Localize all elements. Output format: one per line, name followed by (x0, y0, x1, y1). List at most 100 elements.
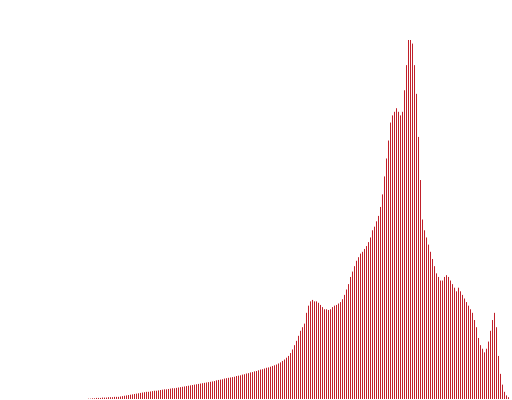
histogram-bar (302, 327, 303, 399)
histogram-bar (154, 390, 155, 399)
histogram-bar (214, 381, 215, 399)
histogram-bar (258, 370, 259, 399)
histogram-bar (274, 365, 275, 399)
histogram-bar (318, 302, 319, 399)
histogram-bar (200, 383, 201, 399)
histogram-bar (248, 373, 249, 399)
histogram-bar (404, 90, 405, 399)
histogram-bar (172, 388, 173, 399)
histogram-bar (396, 108, 397, 400)
histogram-bar (246, 373, 247, 399)
histogram-bar (96, 397, 97, 399)
histogram-bar (222, 379, 223, 399)
histogram-bar (114, 396, 115, 399)
histogram-bar (376, 221, 377, 399)
histogram-bar (394, 111, 395, 400)
histogram-bar (340, 302, 341, 399)
histogram-bar (374, 226, 375, 399)
histogram-bar (474, 320, 475, 399)
histogram-bar (472, 312, 473, 399)
histogram-bar (298, 335, 299, 399)
histogram-bar (494, 312, 495, 399)
histogram-bar (452, 284, 453, 399)
histogram-bar (312, 299, 313, 399)
histogram-bar (308, 305, 309, 399)
histogram-bar (112, 397, 113, 399)
histogram-bar (116, 396, 117, 399)
histogram-bar (268, 367, 269, 399)
histogram-bar (170, 388, 171, 399)
histogram-bar (496, 327, 497, 399)
histogram-bar (290, 353, 291, 399)
histogram-bar (272, 365, 273, 399)
histogram-bar (156, 390, 157, 399)
histogram-bar (480, 345, 481, 399)
histogram-bar (502, 384, 503, 399)
histogram-bar (202, 383, 203, 399)
histogram-bar (124, 395, 125, 399)
histogram-bar (382, 194, 383, 399)
histogram-bar (428, 244, 429, 399)
histogram-bar (408, 40, 409, 399)
histogram-bar (180, 387, 181, 399)
histogram-bar (326, 309, 327, 399)
histogram-bar (190, 385, 191, 399)
histogram-bar (118, 396, 119, 399)
histogram-bar (150, 391, 151, 399)
histogram-bar (364, 248, 365, 399)
histogram-bar (98, 397, 99, 399)
histogram-bar (176, 387, 177, 399)
histogram-bar (506, 395, 507, 399)
histogram-bar (256, 371, 257, 399)
histogram-bar (500, 373, 501, 399)
histogram-bar (342, 299, 343, 399)
histogram-bar (152, 391, 153, 399)
histogram-bar (278, 363, 279, 399)
histogram-bar (334, 305, 335, 399)
histogram-bar (434, 266, 435, 399)
histogram-bar (260, 369, 261, 399)
histogram-bar (228, 377, 229, 399)
histogram-bar (322, 307, 323, 399)
histogram-bar (354, 266, 355, 399)
histogram-bar (276, 364, 277, 399)
histogram-bar (230, 377, 231, 399)
histogram-bar (366, 246, 367, 399)
histogram-bar (194, 384, 195, 399)
histogram-bar (286, 357, 287, 399)
histogram-bar (160, 390, 161, 399)
histogram-bar (136, 393, 137, 399)
histogram-bar (344, 294, 345, 399)
histogram-bar (392, 115, 393, 399)
histogram-bar (266, 367, 267, 399)
histogram-bar (462, 294, 463, 399)
histogram-bar (380, 206, 381, 399)
histogram-bar (142, 392, 143, 399)
histogram-bar (234, 376, 235, 399)
histogram-bar (236, 376, 237, 399)
histogram-bar (218, 379, 219, 399)
histogram-bar (446, 275, 447, 399)
histogram-bar (388, 140, 389, 399)
histogram-bar (206, 382, 207, 399)
histogram-bar (120, 396, 121, 399)
histogram-bar (476, 327, 477, 399)
histogram-bar (490, 330, 491, 399)
histogram-bar (132, 394, 133, 399)
histogram-bar (226, 378, 227, 399)
histogram-bar (148, 391, 149, 399)
histogram-bar (294, 345, 295, 399)
histogram-bar (416, 93, 417, 399)
histogram-bar (454, 287, 455, 399)
histogram-bar (350, 276, 351, 399)
histogram-bar (232, 377, 233, 399)
histogram-bar (470, 309, 471, 399)
histogram-bar (188, 385, 189, 399)
histogram-bar (442, 280, 443, 399)
histogram-bar (430, 251, 431, 399)
histogram-bar (186, 386, 187, 399)
histogram-bar (406, 65, 407, 399)
